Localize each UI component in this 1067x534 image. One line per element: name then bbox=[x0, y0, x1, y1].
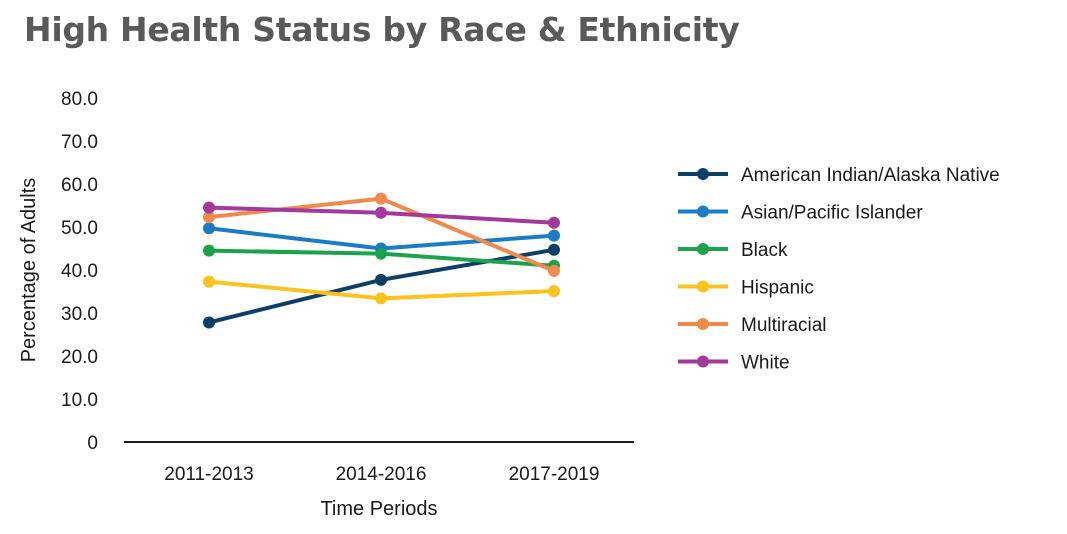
legend-label: Multiracial bbox=[741, 315, 827, 336]
data-point bbox=[203, 211, 215, 224]
data-point bbox=[548, 285, 560, 298]
x-tick-label: 2014-2016 bbox=[336, 464, 427, 485]
chart-title: High Health Status by Race & Ethnicity bbox=[24, 10, 740, 49]
x-tick-label: 2011-2013 bbox=[164, 464, 253, 485]
legend: American Indian/Alaska Native Asian/Pacif… bbox=[678, 165, 1000, 374]
x-axis-ticks: 2011-2013 2014-2016 2017-2019 bbox=[164, 464, 599, 485]
legend-swatch-marker bbox=[697, 355, 709, 368]
legend-swatch-marker bbox=[697, 318, 709, 330]
x-tick-label: 2017-2019 bbox=[509, 464, 600, 485]
legend-swatch-marker bbox=[697, 243, 709, 255]
legend-swatch-marker bbox=[697, 168, 709, 180]
data-point bbox=[548, 243, 560, 256]
data-point bbox=[375, 292, 387, 305]
y-tick-label: 20.0 bbox=[61, 347, 98, 368]
x-axis-title: Time Periods bbox=[320, 498, 437, 520]
y-tick-label: 10.0 bbox=[61, 390, 98, 411]
data-point bbox=[203, 275, 215, 288]
data-point bbox=[375, 192, 387, 205]
legend-item: Asian/Pacific Islander bbox=[678, 203, 923, 224]
legend-swatch-marker bbox=[697, 205, 709, 218]
legend-item: Black bbox=[678, 240, 788, 261]
y-tick-label: 80.0 bbox=[61, 89, 98, 110]
legend-label: Hispanic bbox=[741, 278, 814, 299]
legend-item: American Indian/Alaska Native bbox=[678, 165, 1000, 186]
series-lines bbox=[203, 192, 560, 329]
data-point bbox=[203, 244, 215, 257]
data-point bbox=[548, 229, 560, 242]
legend-label: American Indian/Alaska Native bbox=[741, 165, 1000, 186]
y-axis-title: Percentage of Adults bbox=[18, 178, 40, 363]
y-axis-ticks: 0 10.0 20.0 30.0 40.0 50.0 60.0 70.0 80.0 bbox=[61, 89, 98, 454]
data-point bbox=[203, 201, 215, 214]
legend-label: Black bbox=[741, 240, 788, 261]
legend-label: White bbox=[741, 353, 790, 374]
data-point bbox=[375, 206, 387, 219]
y-tick-label: 50.0 bbox=[61, 218, 98, 239]
data-point bbox=[548, 264, 560, 277]
data-point bbox=[375, 273, 387, 286]
legend-swatch-marker bbox=[697, 280, 709, 293]
data-point bbox=[375, 247, 387, 260]
legend-item: Multiracial bbox=[678, 315, 827, 336]
y-tick-label: 40.0 bbox=[61, 261, 98, 282]
y-tick-label: 60.0 bbox=[61, 175, 98, 196]
legend-item: Hispanic bbox=[678, 278, 814, 299]
data-point bbox=[203, 316, 215, 329]
y-tick-label: 70.0 bbox=[61, 132, 98, 153]
legend-label: Asian/Pacific Islander bbox=[741, 203, 923, 224]
series-white bbox=[203, 201, 560, 229]
data-point bbox=[203, 222, 215, 235]
data-point bbox=[548, 216, 560, 229]
y-tick-label: 0 bbox=[87, 433, 98, 454]
series-hispanic bbox=[203, 275, 560, 305]
legend-item: White bbox=[678, 353, 790, 374]
y-tick-label: 30.0 bbox=[61, 304, 98, 325]
